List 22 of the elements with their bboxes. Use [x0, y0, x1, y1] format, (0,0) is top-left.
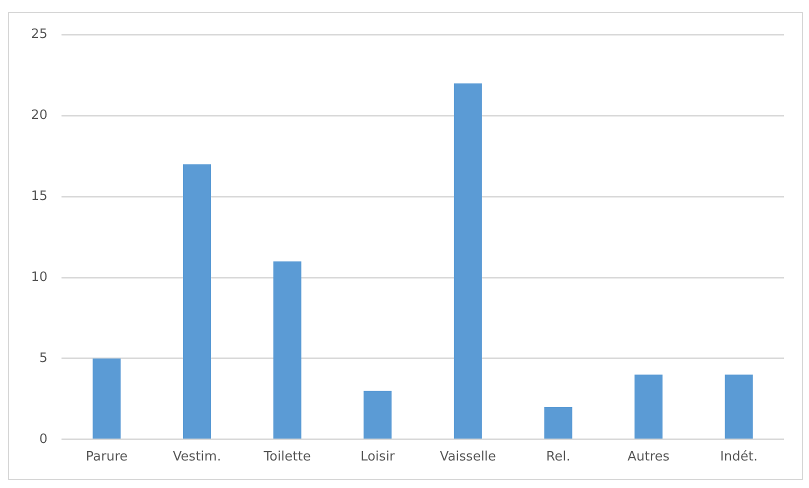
- bar: [634, 374, 663, 439]
- y-tick-label: 15: [30, 189, 48, 204]
- bar: [454, 83, 482, 439]
- x-tick-label: Loisir: [360, 450, 396, 465]
- bar: [724, 374, 753, 439]
- x-tick-label: Indét.: [720, 450, 758, 465]
- x-tick-label: Autres: [628, 450, 670, 465]
- bar: [183, 164, 211, 439]
- y-tick-label: 0: [39, 432, 48, 447]
- y-tick-label: 20: [30, 108, 48, 124]
- bar: [92, 358, 121, 439]
- x-tick-label: Vestim.: [172, 450, 222, 465]
- bar: [544, 407, 572, 439]
- bar: [273, 261, 302, 439]
- y-tick-label: 5: [39, 350, 48, 366]
- x-tick-label: Toilette: [262, 450, 311, 465]
- y-tick-label: 10: [30, 270, 48, 285]
- bar: [364, 390, 392, 439]
- x-tick-label: Rel.: [546, 450, 570, 465]
- x-tick-label: Vaisselle: [440, 450, 496, 465]
- y-tick-label: 25: [30, 27, 48, 42]
- x-tick-label: Parure: [86, 450, 128, 465]
